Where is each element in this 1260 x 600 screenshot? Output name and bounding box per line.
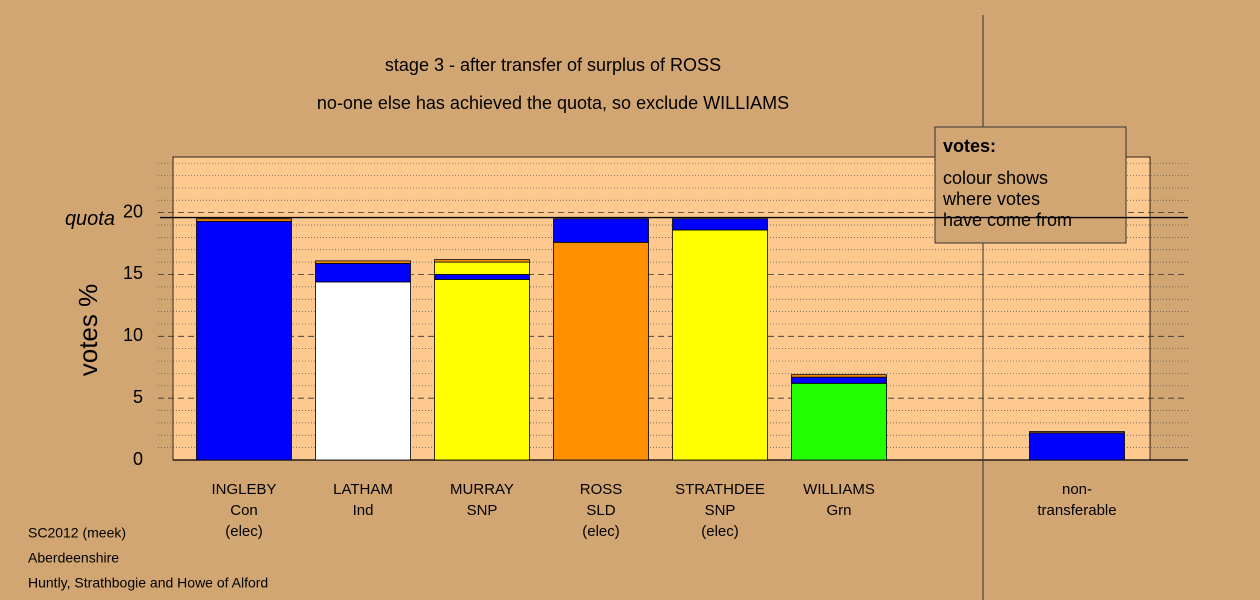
x-tick-label: transferable [1037,502,1116,519]
bar-segment [1029,431,1125,434]
x-tick-label: (elec) [701,523,739,540]
annotation-line: colour shows [943,168,1048,188]
bar-segment [791,374,887,378]
x-tick-label: WILLIAMS [803,481,875,498]
bar-segment [553,218,649,243]
bar-segment [672,229,768,461]
bar-segment [434,279,530,461]
footer-text: Huntly, Strathbogie and Howe of Alford [28,575,268,591]
y-tick-label: 0 [133,449,143,469]
annotation-heading: votes: [943,136,996,156]
chart-title: stage 3 - after transfer of surplus of R… [385,55,721,75]
bars [196,218,1125,461]
bar-segment [315,281,411,461]
bar-segment [553,241,649,461]
y-tick-label: 5 [133,387,143,407]
x-tick-label: SLD [586,502,615,519]
footer-text: Aberdeenshire [28,550,119,566]
annotation-line: where votes [942,189,1040,209]
bar-segment [196,218,292,222]
bar-segment [315,262,411,283]
bar-segment [315,260,411,264]
x-tick-label: INGLEBY [211,481,276,498]
bar-segment [791,376,887,384]
x-tick-label: non- [1062,481,1092,498]
y-tick-label: 10 [123,325,143,345]
bar-segment [1029,432,1125,461]
x-tick-label: (elec) [225,523,263,540]
quota-label: quota [65,208,115,230]
x-tick-label: ROSS [580,481,623,498]
annotation-line: have come from [943,210,1072,230]
x-tick-label: SNP [467,502,498,519]
bar-segment [791,382,887,461]
x-tick-label: SNP [705,502,736,519]
chart-subtitle: no-one else has achieved the quota, so e… [317,93,789,113]
bar-segment [434,274,530,280]
bar-segment [434,261,530,275]
footer-text: SC2012 (meek) [28,525,126,541]
x-tick-label: LATHAM [333,481,393,498]
y-tick-label: 15 [123,263,143,283]
annotation: votes: colour shows where votes have com… [934,126,1127,244]
bar-segment [434,259,530,263]
x-tick-label: Grn [826,502,851,519]
x-tick-label: Con [230,502,258,519]
x-tick-label: STRATHDEE [675,481,765,498]
x-tick-label: MURRAY [450,481,514,498]
bar-segment [672,218,768,231]
y-tick-label: 20 [123,201,143,221]
x-tick-label: (elec) [582,523,620,540]
x-tick-label: Ind [353,502,374,519]
bar-segment [196,220,292,461]
y-axis-label: votes % [73,284,103,377]
annotation-box [934,126,1127,244]
